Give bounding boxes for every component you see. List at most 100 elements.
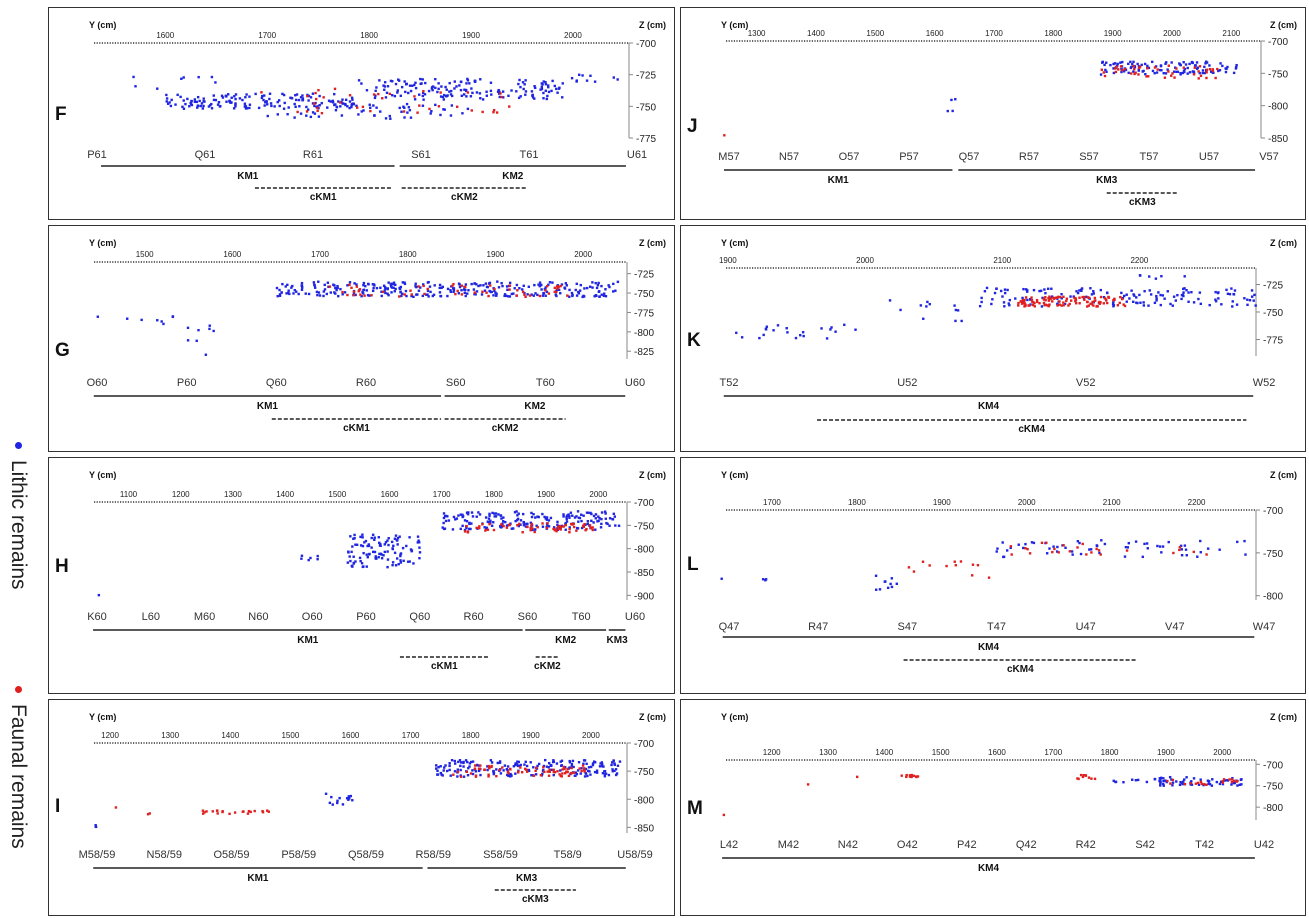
lithic-point [1155, 297, 1158, 300]
faunal-point [1023, 305, 1026, 308]
lithic-point [404, 90, 407, 94]
lithic-point [212, 329, 215, 333]
faunal-point [1076, 546, 1079, 549]
lithic-point [1192, 301, 1196, 304]
lithic-point [380, 294, 383, 298]
lithic-point [452, 515, 456, 519]
lithic-point [391, 547, 395, 551]
faunal-point [553, 528, 557, 531]
faunal-point [518, 522, 521, 526]
lithic-point [506, 288, 509, 291]
lithic-point [1032, 541, 1036, 545]
lithic-point [202, 104, 205, 108]
lithic-point [1225, 67, 1228, 71]
faunal-point [566, 770, 569, 774]
lithic-point [1181, 71, 1185, 75]
lithic-point [571, 759, 575, 763]
lithic-point [491, 511, 494, 515]
lithic-point [171, 315, 175, 318]
lithic-point [536, 764, 539, 768]
lithic-point [216, 103, 220, 106]
lithic-point [1153, 301, 1157, 305]
lithic-point [351, 98, 354, 101]
lithic-point [614, 524, 617, 527]
lithic-point [555, 294, 558, 298]
lithic-point [378, 79, 381, 82]
lithic-point [162, 322, 165, 326]
faunal-point [570, 522, 573, 526]
faunal-point [1129, 72, 1133, 75]
faunal-point [546, 522, 549, 525]
lithic-point [419, 286, 422, 289]
faunal-point [855, 775, 859, 779]
faunal-point [455, 105, 459, 108]
lithic-point [1153, 72, 1156, 75]
lithic-point [546, 523, 549, 527]
lithic-point [466, 77, 469, 81]
faunal-point [582, 524, 585, 527]
faunal-point [584, 528, 587, 532]
lithic-point [1198, 71, 1201, 75]
y-tick-label: 1600 [926, 29, 944, 38]
lithic-point [516, 517, 520, 521]
lithic-point [607, 284, 610, 287]
lithic-point [399, 94, 403, 98]
lithic-point [234, 102, 237, 105]
lithic-point [830, 326, 833, 329]
lithic-point [401, 281, 405, 284]
lithic-point [544, 758, 547, 762]
faunal-point [1211, 69, 1215, 73]
lithic-point [532, 513, 535, 516]
lithic-point [301, 94, 304, 97]
faunal-point [566, 767, 569, 771]
lithic-point [300, 557, 303, 560]
lithic-point [394, 564, 398, 567]
lithic-point [591, 281, 594, 284]
lithic-point [334, 108, 338, 112]
lithic-point [454, 518, 457, 521]
lithic-point [300, 288, 304, 291]
lithic-point [453, 759, 456, 763]
lithic-point [571, 514, 574, 517]
lithic-point [538, 284, 541, 288]
y-tick-label: 1800 [1044, 29, 1062, 38]
lithic-point [544, 89, 548, 92]
faunal-point [556, 287, 559, 290]
lithic-point [379, 542, 382, 546]
faunal-point [1081, 775, 1085, 779]
lithic-point [1133, 66, 1137, 69]
lithic-point [442, 527, 446, 531]
lithic-point [1123, 294, 1126, 298]
faunal-point [900, 774, 903, 777]
lithic-point [442, 108, 445, 111]
lithic-point [517, 512, 520, 515]
lithic-point [983, 290, 987, 293]
lithic-point [1050, 287, 1053, 290]
y-tick-label: 1400 [276, 490, 294, 499]
lithic-point [585, 511, 589, 514]
lithic-point [1168, 775, 1172, 779]
lithic-point [1186, 66, 1189, 70]
lithic-point [1250, 295, 1254, 298]
faunal-point [1118, 301, 1121, 305]
faunal-point [976, 563, 980, 567]
faunal-point [921, 560, 925, 563]
faunal-point [1024, 296, 1028, 299]
lithic-point [545, 765, 549, 768]
lithic-point [166, 102, 170, 105]
faunal-point [320, 111, 324, 115]
faunal-point [1103, 297, 1107, 300]
square-label: U42 [1254, 839, 1274, 851]
lithic-point [580, 513, 583, 516]
lithic-point [1183, 778, 1186, 781]
square-label: R57 [1019, 151, 1039, 163]
lithic-point [441, 95, 445, 99]
lithic-point [343, 291, 347, 294]
lithic-point [590, 519, 593, 522]
faunal-point [555, 529, 558, 533]
faunal-point [588, 524, 592, 527]
lithic-point [524, 525, 528, 528]
lithic-point [1164, 72, 1168, 75]
lithic-point [245, 107, 249, 110]
faunal-point [452, 282, 455, 286]
